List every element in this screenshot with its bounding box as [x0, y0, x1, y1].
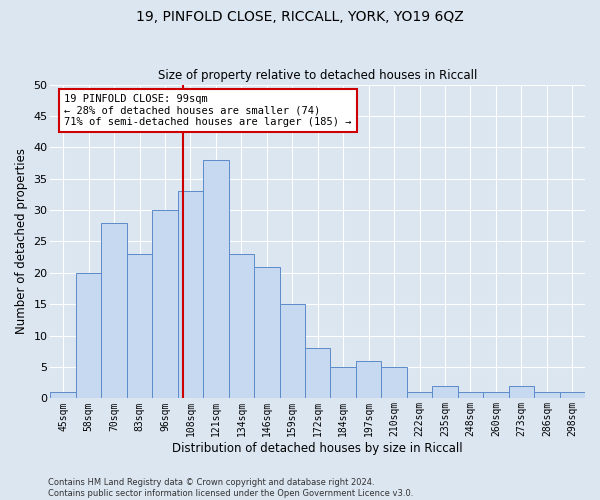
Bar	[280, 304, 305, 398]
Bar	[127, 254, 152, 398]
Bar	[509, 386, 534, 398]
Bar	[483, 392, 509, 398]
Y-axis label: Number of detached properties: Number of detached properties	[15, 148, 28, 334]
Bar	[560, 392, 585, 398]
Bar	[356, 361, 382, 399]
Bar	[101, 222, 127, 398]
Bar	[76, 273, 101, 398]
Bar	[382, 367, 407, 398]
Bar	[407, 392, 432, 398]
Bar	[229, 254, 254, 398]
Bar	[178, 192, 203, 398]
Text: 19, PINFOLD CLOSE, RICCALL, YORK, YO19 6QZ: 19, PINFOLD CLOSE, RICCALL, YORK, YO19 6…	[136, 10, 464, 24]
Title: Size of property relative to detached houses in Riccall: Size of property relative to detached ho…	[158, 69, 478, 82]
Bar	[305, 348, 331, 399]
Bar	[50, 392, 76, 398]
Bar	[254, 266, 280, 398]
Bar	[432, 386, 458, 398]
Bar	[458, 392, 483, 398]
Bar	[534, 392, 560, 398]
Bar	[331, 367, 356, 398]
Text: Contains HM Land Registry data © Crown copyright and database right 2024.
Contai: Contains HM Land Registry data © Crown c…	[48, 478, 413, 498]
Bar	[203, 160, 229, 398]
X-axis label: Distribution of detached houses by size in Riccall: Distribution of detached houses by size …	[172, 442, 463, 455]
Bar	[152, 210, 178, 398]
Text: 19 PINFOLD CLOSE: 99sqm
← 28% of detached houses are smaller (74)
71% of semi-de: 19 PINFOLD CLOSE: 99sqm ← 28% of detache…	[64, 94, 352, 127]
